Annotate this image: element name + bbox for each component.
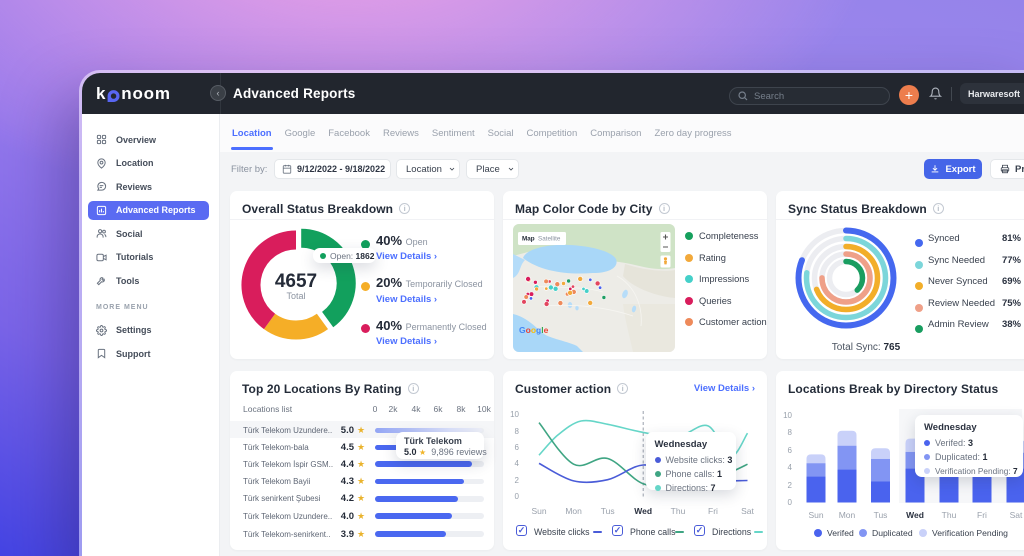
svg-text:Satellite: Satellite [538, 236, 561, 243]
svg-text:Google: Google [519, 325, 549, 335]
svg-text:Map: Map [522, 236, 535, 243]
